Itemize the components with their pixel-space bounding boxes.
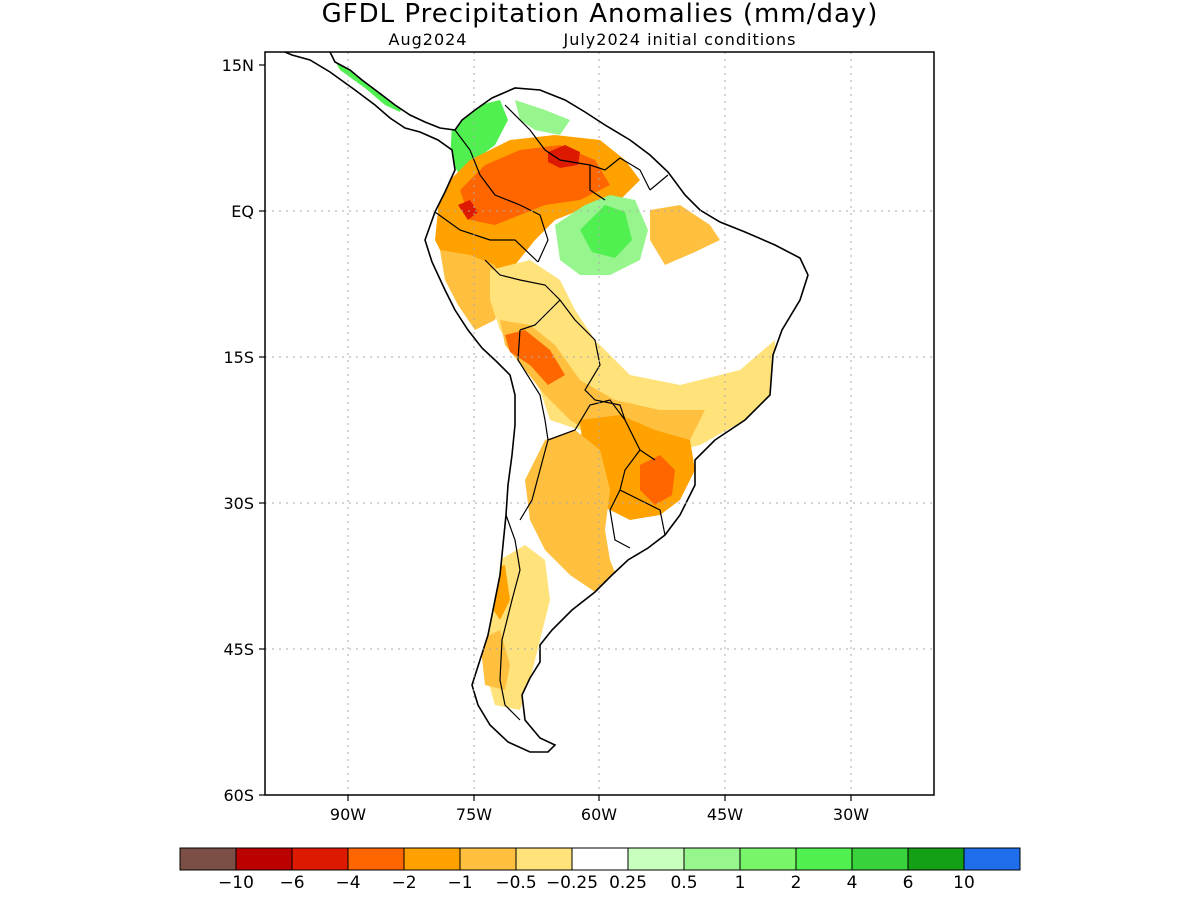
colorbar-swatch <box>347 847 405 871</box>
y-tick-label: 15S <box>223 348 254 367</box>
colorbar-swatch <box>963 847 1021 871</box>
y-tick-label: 30S <box>223 494 254 513</box>
colorbar-label: −4 <box>335 873 360 893</box>
colorbar <box>179 847 1021 871</box>
dry-anomaly-southern-andes <box>480 630 510 690</box>
colorbar-label: 1 <box>735 873 746 893</box>
axis-tick-marks <box>259 64 852 801</box>
colorbar-swatch <box>515 847 573 871</box>
colorbar-label: 2 <box>791 873 802 893</box>
x-tick-label: 45W <box>707 805 743 824</box>
colorbar-label: −6 <box>279 873 304 893</box>
colorbar-label: 0.5 <box>670 873 697 893</box>
strong-dry-anomaly-bolivia <box>505 330 565 385</box>
dry-anomaly-argentina <box>525 430 620 592</box>
strong-dry-anomaly-southern-brazil <box>640 455 675 505</box>
map-title: GFDL Precipitation Anomalies (mm/day) <box>322 0 879 29</box>
map-subtitle-month: Aug2024 <box>389 30 468 49</box>
y-tick-label: 60S <box>223 786 254 805</box>
colorbar-swatch <box>235 847 293 871</box>
colorbar-label: −1 <box>447 873 472 893</box>
colorbar-label: 0.25 <box>609 873 647 893</box>
colorbar-label: −0.5 <box>495 873 536 893</box>
map-subtitle-init: July2024 initial conditions <box>563 30 797 49</box>
dry-anomaly-amazon-east <box>650 205 720 265</box>
latitude-longitude-grid <box>265 52 934 795</box>
x-tick-label: 75W <box>456 805 492 824</box>
x-axis-tick-labels: 90W 75W 60W 45W 30W <box>330 805 869 824</box>
x-tick-label: 60W <box>581 805 617 824</box>
colorbar-label: 10 <box>953 873 975 893</box>
y-tick-label: 15N <box>222 56 254 75</box>
colorbar-swatch <box>627 847 685 871</box>
x-tick-label: 90W <box>330 805 366 824</box>
colorbar-swatch <box>683 847 741 871</box>
country-borders <box>434 104 669 721</box>
y-tick-label: 45S <box>223 640 254 659</box>
colorbar-label: 4 <box>847 873 858 893</box>
colorbar-swatch <box>795 847 853 871</box>
colorbar-swatch <box>739 847 797 871</box>
colorbar-label: −2 <box>391 873 416 893</box>
colorbar-swatch <box>851 847 909 871</box>
strong-dry-anomaly-andes <box>458 200 478 220</box>
colorbar-swatch <box>571 847 629 871</box>
colorbar-swatch <box>403 847 461 871</box>
colorbar-swatch <box>459 847 517 871</box>
colorbar-label: 6 <box>903 873 914 893</box>
colorbar-swatch <box>179 847 237 871</box>
y-tick-label: EQ <box>231 202 254 221</box>
coastline <box>284 52 809 753</box>
colorbar-label: −10 <box>218 873 254 893</box>
y-axis-tick-labels: 15N EQ 15S 30S 45S 60S <box>222 56 254 805</box>
dry-anomaly-western-amazon <box>440 250 505 330</box>
moderate-wet-anomaly-coast <box>515 100 570 135</box>
colorbar-label: −0.25 <box>546 873 598 893</box>
colorbar-labels: −10 −6 −4 −2 −1 −0.5 −0.25 0.25 0.5 1 2 4 6 10 <box>218 873 975 893</box>
wet-anomaly-amazon-core <box>580 205 632 258</box>
colorbar-swatch <box>907 847 965 871</box>
colorbar-swatch <box>291 847 349 871</box>
anomaly-fields <box>330 52 775 710</box>
x-tick-label: 30W <box>833 805 869 824</box>
wet-anomaly-central-america <box>330 52 408 112</box>
